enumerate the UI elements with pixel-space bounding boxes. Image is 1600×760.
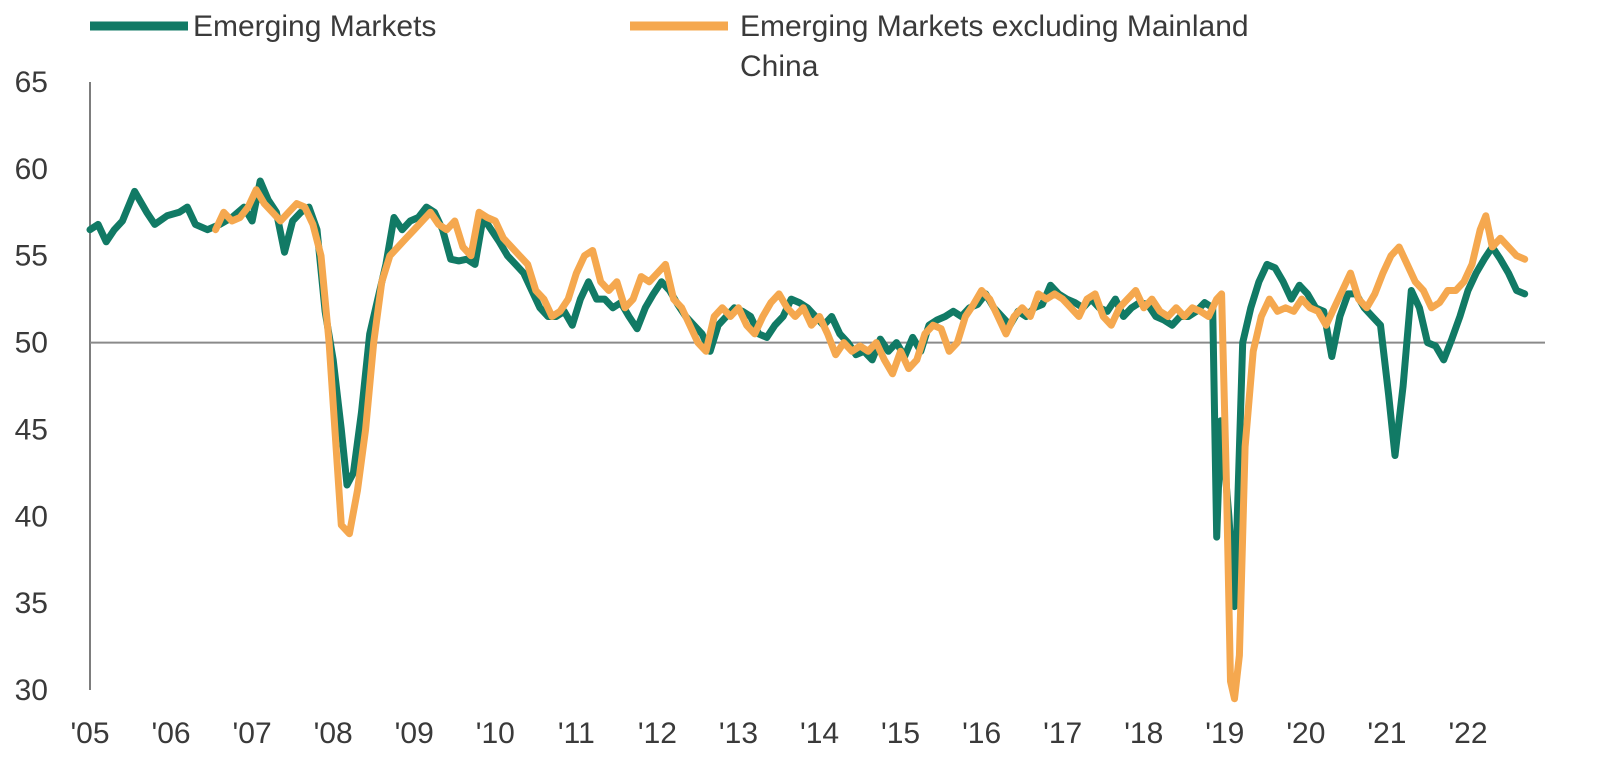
x-tick-label: '18 [1124, 717, 1163, 750]
series-line-emerging-markets [86, 177, 1529, 611]
legend-label-line-2: China [740, 50, 819, 83]
series-line-em-ex-china [212, 186, 1529, 703]
y-tick-label: 60 [15, 153, 48, 186]
x-tick-label: '15 [881, 717, 920, 750]
y-tick-label: 40 [15, 500, 48, 533]
x-tick-label: '10 [476, 717, 515, 750]
legend-label-emerging-markets: Emerging Markets [193, 10, 436, 43]
y-tick-label: 65 [15, 66, 48, 99]
legend-item-em-ex-china: Emerging Markets excluding Mainland China [630, 10, 1249, 83]
x-tick-label: '06 [152, 717, 191, 750]
x-tick-label: '19 [1205, 717, 1244, 750]
legend-item-emerging-markets: Emerging Markets [90, 10, 436, 43]
x-tick-label: '05 [70, 717, 109, 750]
legend-label-em-ex-china: Emerging Markets excluding Mainland China [740, 10, 1249, 83]
x-tick-label: '12 [638, 717, 677, 750]
y-tick-label: 45 [15, 413, 48, 446]
x-tick-label: '16 [962, 717, 1001, 750]
y-tick-label: 50 [15, 327, 48, 360]
series-lines [86, 177, 1529, 703]
x-tick-label: '11 [558, 717, 595, 750]
x-tick-label: '08 [314, 717, 353, 750]
y-tick-label: 30 [15, 674, 48, 707]
y-tick-label: 55 [15, 240, 48, 273]
legend: Emerging Markets Emerging Markets exclud… [90, 10, 1249, 83]
x-tick-label: '09 [395, 717, 434, 750]
x-tick-label: '07 [233, 717, 272, 750]
y-axis: 30 35 40 45 50 55 60 65 [15, 66, 91, 707]
x-tick-label: '22 [1448, 717, 1487, 750]
x-tick-label: '13 [719, 717, 758, 750]
legend-label-line-1: Emerging Markets excluding Mainland [740, 10, 1249, 43]
x-tick-label: '21 [1367, 717, 1406, 750]
x-axis: '05 '06 '07 '08 '09 '10 '11 '12 '13 '14 '15 '16 '17 '… [70, 717, 1487, 750]
x-tick-label: '14 [800, 717, 839, 750]
x-tick-label: '17 [1043, 717, 1082, 750]
y-tick-label: 35 [15, 587, 48, 620]
x-tick-label: '20 [1286, 717, 1325, 750]
